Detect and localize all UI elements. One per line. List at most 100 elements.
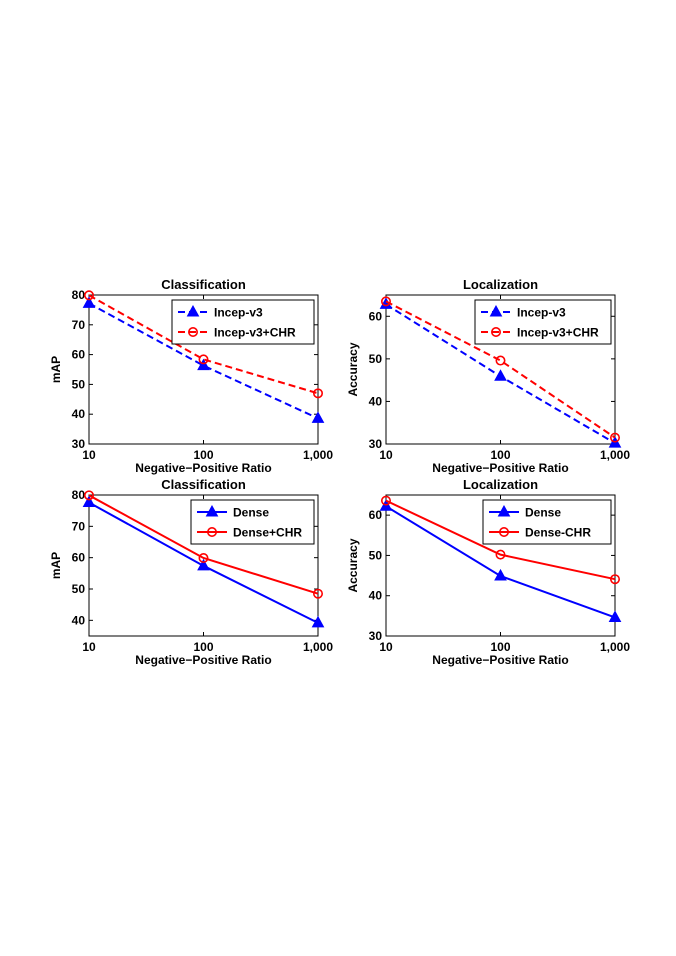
series-2 bbox=[380, 495, 620, 585]
data-point-circle bbox=[609, 432, 620, 443]
y-tick-label: 50 bbox=[369, 352, 383, 366]
legend-label: Incep-v3 bbox=[517, 306, 566, 320]
series-1 bbox=[82, 296, 325, 423]
data-point-circle bbox=[495, 549, 506, 560]
data-point-circle bbox=[609, 574, 620, 585]
data-point-triangle bbox=[311, 615, 325, 628]
data-point-circle bbox=[188, 326, 199, 337]
x-tick-label: 10 bbox=[379, 448, 393, 462]
legend: Dense Dense-CHR bbox=[482, 499, 612, 545]
y-axis-label: mAP bbox=[49, 552, 63, 579]
data-point-triangle bbox=[186, 304, 200, 317]
y-tick-label: 30 bbox=[369, 437, 383, 451]
y-tick-label: 40 bbox=[369, 394, 383, 408]
data-point-triangle bbox=[197, 558, 210, 571]
y-axis-label: Accuracy bbox=[346, 538, 360, 592]
y-tick-label: 40 bbox=[369, 589, 383, 603]
data-point-circle bbox=[84, 490, 95, 501]
legend-label: Dense-CHR bbox=[525, 526, 591, 540]
y-tick-label: 50 bbox=[72, 377, 86, 391]
chart-title: Classification bbox=[161, 477, 246, 492]
data-point-triangle bbox=[608, 610, 622, 622]
series-line bbox=[385, 300, 616, 439]
x-tick-label: 100 bbox=[193, 448, 213, 462]
data-point-circle bbox=[198, 552, 209, 563]
y-tick-label: 50 bbox=[369, 548, 383, 562]
chart-4: Localization 10 100 1,000 30 40 50 60 Negative−P… bbox=[346, 477, 630, 667]
data-point-circle bbox=[84, 290, 95, 301]
legend-label: Incep-v3+CHR bbox=[517, 326, 599, 340]
y-tick-label: 40 bbox=[72, 407, 86, 421]
series-2 bbox=[380, 296, 620, 443]
y-tick-label: 60 bbox=[369, 508, 383, 522]
legend: Incep-v3 Incep-v3+CHR bbox=[474, 299, 612, 345]
series-line bbox=[88, 302, 319, 420]
data-point-triangle bbox=[494, 369, 507, 381]
x-tick-label: 100 bbox=[490, 640, 510, 654]
x-tick-label: 10 bbox=[379, 640, 393, 654]
x-tick-label: 1,000 bbox=[303, 640, 333, 654]
x-tick-label: 1,000 bbox=[600, 448, 630, 462]
y-tick-label: 60 bbox=[72, 348, 86, 362]
y-tick-label: 40 bbox=[72, 613, 86, 627]
y-tick-label: 50 bbox=[72, 582, 86, 596]
series-1 bbox=[379, 297, 622, 448]
series-2 bbox=[84, 290, 323, 399]
legend: Dense Dense+CHR bbox=[190, 499, 315, 545]
chart-1: Classification 10 100 1,000 30 40 50 60 70 80 Nega… bbox=[49, 277, 333, 475]
legend-label: Incep-v3 bbox=[214, 306, 263, 320]
y-tick-label: 30 bbox=[72, 437, 86, 451]
y-tick-label: 80 bbox=[72, 488, 86, 502]
data-point-triangle bbox=[489, 304, 503, 317]
legend-label: Dense bbox=[525, 506, 561, 520]
legend-label: Dense bbox=[233, 506, 269, 520]
chart-title: Localization bbox=[463, 477, 538, 492]
series-line bbox=[88, 494, 319, 595]
x-tick-label: 100 bbox=[193, 640, 213, 654]
chart-2: Localization 10 100 1,000 30 40 50 60 Negative−P… bbox=[346, 277, 630, 475]
data-point-circle bbox=[198, 354, 209, 365]
series-line bbox=[88, 294, 319, 395]
data-point-triangle bbox=[82, 495, 96, 508]
data-point-circle bbox=[380, 495, 391, 506]
series-line bbox=[385, 499, 616, 581]
y-tick-label: 70 bbox=[72, 318, 86, 332]
data-point-circle bbox=[495, 355, 506, 366]
series-2 bbox=[84, 490, 323, 599]
data-point-triangle bbox=[197, 358, 210, 371]
data-point-triangle bbox=[82, 296, 96, 308]
x-tick-label: 1,000 bbox=[600, 640, 630, 654]
y-tick-label: 60 bbox=[369, 309, 383, 323]
legend: Incep-v3 Incep-v3+CHR bbox=[171, 299, 315, 345]
data-point-triangle bbox=[311, 411, 325, 423]
chart-title: Localization bbox=[463, 277, 538, 292]
x-axis-label: Negative−Positive Ratio bbox=[432, 653, 568, 667]
data-point-circle bbox=[498, 526, 509, 537]
data-point-triangle bbox=[497, 504, 511, 517]
data-point-circle bbox=[380, 296, 391, 307]
chart-title: Classification bbox=[161, 277, 246, 292]
legend-label: Incep-v3+CHR bbox=[214, 326, 296, 340]
data-point-triangle bbox=[205, 504, 219, 517]
x-axis-label: Negative−Positive Ratio bbox=[135, 653, 271, 667]
y-tick-label: 70 bbox=[72, 519, 86, 533]
x-axis-label: Negative−Positive Ratio bbox=[135, 461, 271, 475]
series-1 bbox=[379, 499, 622, 622]
x-tick-label: 10 bbox=[82, 448, 96, 462]
y-tick-label: 30 bbox=[369, 629, 383, 643]
data-point-triangle bbox=[494, 568, 507, 581]
x-tick-label: 10 bbox=[82, 640, 96, 654]
chart-3: Classification 10 100 1,000 40 50 60 70 80 Negati… bbox=[49, 477, 333, 667]
legend-box bbox=[171, 299, 315, 345]
data-point-circle bbox=[207, 526, 218, 537]
series-1 bbox=[82, 495, 325, 628]
x-tick-label: 1,000 bbox=[303, 448, 333, 462]
legend-label: Dense+CHR bbox=[233, 526, 302, 540]
y-axis-label: mAP bbox=[49, 356, 63, 383]
x-axis-label: Negative−Positive Ratio bbox=[432, 461, 568, 475]
x-tick-label: 100 bbox=[490, 448, 510, 462]
y-tick-label: 80 bbox=[72, 288, 86, 302]
data-point-circle bbox=[312, 388, 323, 399]
data-point-circle bbox=[490, 326, 501, 337]
